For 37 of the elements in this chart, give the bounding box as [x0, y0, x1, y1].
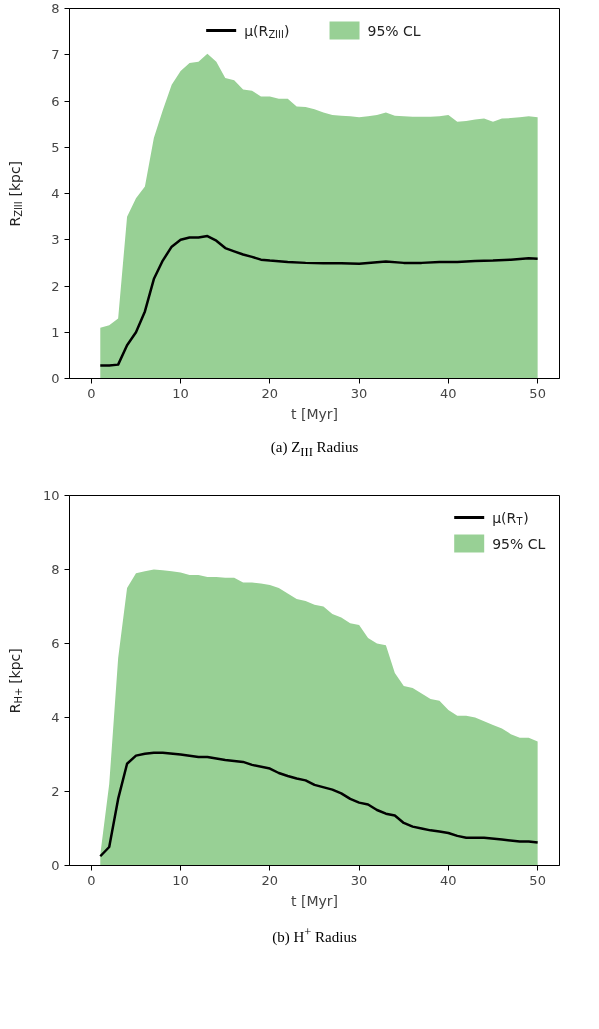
- x-tick-label: 20: [261, 872, 279, 888]
- y-tick-label: 4: [51, 186, 60, 201]
- y-tick-label: 2: [51, 278, 60, 294]
- x-tick-label: 0: [87, 872, 96, 888]
- x-tick-label: 0: [87, 385, 96, 401]
- y-tick-label: 6: [51, 93, 60, 109]
- y-tick-label: 0: [51, 371, 60, 386]
- text: (b) H$^{+}$ Radius: [271, 923, 358, 947]
- x-axis-title: t [Myr]: [291, 892, 338, 909]
- y-tick-label: 4: [51, 709, 60, 725]
- y-axis-title: RH+ [kpc]: [6, 648, 25, 714]
- y-tick-label: 7: [51, 47, 60, 63]
- x-tick-label: 20: [261, 385, 279, 401]
- x-tick-label: 10: [172, 872, 189, 888]
- x-tick-label: 50: [529, 872, 546, 888]
- line-series: [99, 751, 539, 858]
- y-tick-label: 8: [51, 561, 60, 577]
- legend-label: 95% CL: [367, 22, 421, 39]
- text: (a) Z$_{III}$ Radius: [269, 438, 360, 461]
- x-tick-label: 30: [350, 385, 368, 401]
- x-tick-label: 40: [440, 872, 457, 888]
- line-series: [99, 234, 539, 367]
- y-tick-label: 2: [51, 783, 60, 799]
- y-tick-label: 0: [51, 857, 60, 873]
- legend-label: 95% CL: [492, 535, 546, 552]
- y-tick-label: 3: [51, 232, 60, 248]
- y-tick-label: 6: [51, 635, 60, 651]
- x-tick-label: 40: [440, 385, 457, 401]
- x-tick-label: 30: [350, 872, 368, 888]
- y-tick-label: 8: [51, 1, 60, 16]
- y-tick-label: 5: [51, 139, 60, 155]
- y-tick-label: 1: [51, 324, 60, 340]
- x-axis-title: t [Myr]: [291, 405, 338, 422]
- y-axis-title: RZIII [kpc]: [6, 160, 25, 227]
- y-tick-label: 10: [42, 487, 60, 503]
- x-tick-label: 10: [172, 385, 189, 401]
- x-tick-label: 50: [529, 385, 546, 401]
